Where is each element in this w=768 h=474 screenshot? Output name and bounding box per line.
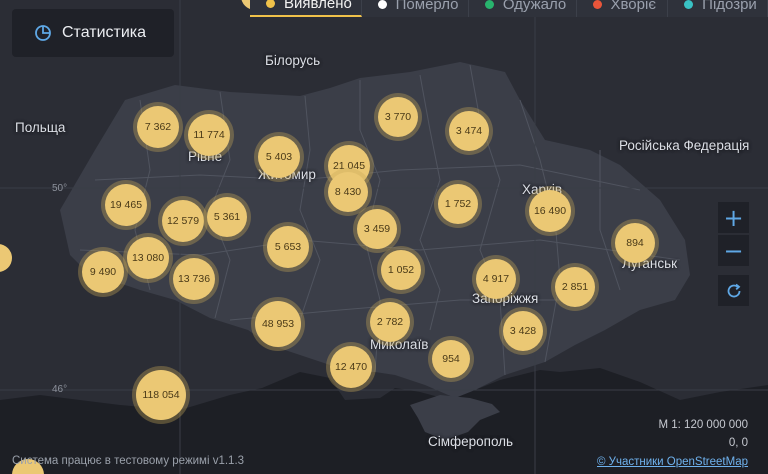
dot-icon (484, 0, 494, 9)
dot-icon (377, 0, 387, 9)
cluster-marker[interactable]: 4 917 (476, 259, 516, 299)
cluster-partial-bottom[interactable] (12, 459, 44, 474)
cluster-marker[interactable]: 2 851 (555, 267, 595, 307)
cursor-coordinates: 0, 0 (728, 437, 748, 449)
cluster-marker[interactable]: 2 782 (370, 302, 410, 342)
cluster-marker[interactable]: 16 490 (529, 190, 571, 232)
cluster-marker[interactable]: 12 579 (162, 200, 204, 242)
label-russia: Російська Федерація (619, 138, 750, 153)
label-simferopol: Сімферополь (428, 434, 514, 449)
crimea-territory (410, 395, 500, 440)
cluster-marker[interactable]: 954 (432, 340, 470, 378)
refresh-icon (727, 283, 740, 297)
statistics-button[interactable]: Статистика (12, 9, 174, 57)
cluster-marker[interactable]: 5 653 (267, 226, 309, 268)
cluster-marker[interactable]: 5 361 (207, 197, 247, 237)
cluster-marker[interactable]: 13 080 (127, 237, 169, 279)
dot-icon (266, 0, 275, 8)
sea-area (0, 368, 768, 474)
dot-icon (684, 0, 694, 9)
tab-sick[interactable]: Хворіє (577, 0, 669, 17)
dot-icon (592, 0, 602, 9)
label-poland: Польща (15, 120, 66, 135)
cluster-marker[interactable]: 8 430 (328, 172, 368, 212)
cluster-marker[interactable]: 3 428 (503, 311, 543, 351)
cluster-marker[interactable]: 9 490 (82, 251, 124, 293)
statistics-label: Статистика (62, 24, 147, 41)
status-filter-tabs: Виявлено Померло Одужало Хворіє Підозри (250, 0, 768, 17)
tab-died[interactable]: Померло (362, 0, 469, 17)
cluster-marker[interactable]: 13 736 (173, 258, 215, 300)
cluster-marker[interactable]: 118 054 (136, 370, 186, 420)
latitude-50: 50° (52, 183, 68, 194)
cluster-marker[interactable]: 12 470 (330, 346, 372, 388)
cluster-partial-left[interactable] (0, 244, 12, 272)
tab-suspected[interactable]: Підозри (668, 0, 768, 17)
pie-chart-icon (35, 25, 51, 41)
cluster-marker[interactable]: 894 (615, 223, 655, 263)
cluster-marker[interactable]: 3 459 (357, 209, 397, 249)
zoom-out-button[interactable]: − (718, 235, 749, 266)
cluster-marker[interactable]: 19 465 (105, 184, 147, 226)
cluster-marker[interactable]: 3 770 (378, 97, 418, 137)
cluster-marker[interactable]: 3 474 (449, 111, 489, 151)
cluster-marker[interactable]: 5 403 (258, 136, 300, 178)
latitude-46: 46° (52, 384, 68, 395)
tab-detected[interactable]: Виявлено (250, 0, 362, 17)
cluster-marker[interactable]: 48 953 (255, 301, 301, 347)
reset-view-button[interactable] (718, 275, 749, 306)
osm-attribution-link[interactable]: © Участники OpenStreetMap (597, 456, 748, 468)
label-belarus: Білорусь (265, 53, 321, 68)
system-status-text: Система працює в тестовому режимі v1.1.3 (12, 455, 245, 467)
zoom-in-button[interactable]: + (718, 202, 749, 233)
tab-recovered[interactable]: Одужало (469, 0, 577, 17)
cluster-marker[interactable]: 1 052 (381, 250, 421, 290)
cluster-marker[interactable]: 11 774 (188, 114, 230, 156)
cluster-marker[interactable]: 7 362 (137, 106, 179, 148)
map-scale: М 1: 120 000 000 (658, 419, 748, 431)
cluster-marker[interactable]: 1 752 (438, 184, 478, 224)
